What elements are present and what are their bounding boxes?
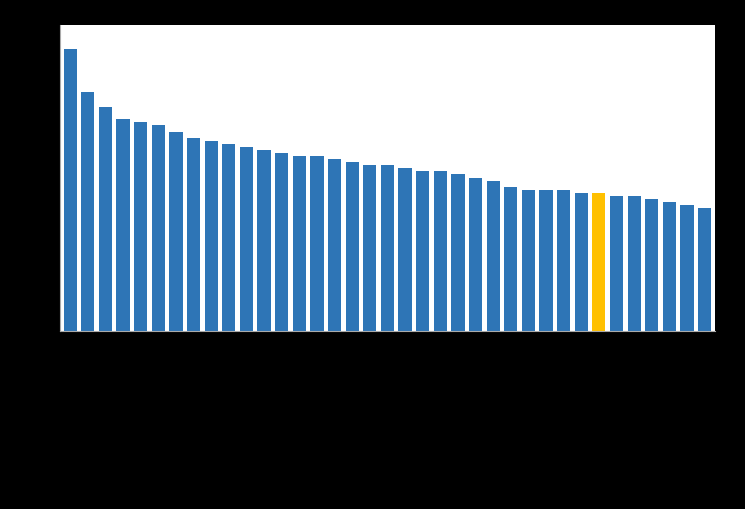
Bar [645,200,659,331]
Bar [169,132,183,331]
Bar [134,123,148,331]
Bar [486,181,500,331]
Bar [680,206,694,331]
Bar [574,193,588,331]
Bar [152,126,165,331]
Bar [698,209,711,331]
Bar [451,175,464,331]
Bar [399,169,412,331]
Bar [63,50,77,331]
Bar [116,120,130,331]
Bar [363,166,376,331]
Bar [293,157,306,331]
Bar [311,157,323,331]
Bar [539,190,553,331]
Bar [187,138,200,331]
Bar [381,166,394,331]
Bar [328,160,341,331]
Bar [222,145,235,331]
Bar [592,193,606,331]
Bar [610,196,623,331]
Bar [416,172,429,331]
Bar [522,190,535,331]
Bar [627,196,641,331]
Bar [205,142,218,331]
Bar [81,93,95,331]
Bar [258,151,270,331]
Bar [504,187,517,331]
Bar [240,148,253,331]
Bar [275,154,288,331]
Bar [346,163,359,331]
Bar [434,172,447,331]
Bar [469,178,482,331]
Bar [663,203,676,331]
Bar [557,190,570,331]
Bar [99,108,112,331]
